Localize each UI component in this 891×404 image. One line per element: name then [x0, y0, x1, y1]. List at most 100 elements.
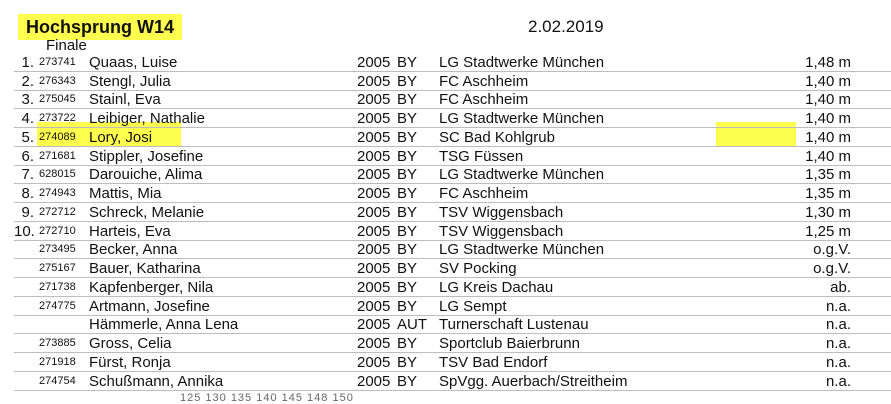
athlete-id-cell: 275167	[36, 258, 89, 278]
event-date: 2.02.2019	[528, 17, 604, 36]
state-cell: BY	[393, 53, 439, 72]
table-row: 4. 273722 Leibiger, Nathalie 2005 BY LG Stadt…	[14, 108, 891, 128]
birth-year-cell: 2005	[357, 277, 393, 297]
athlete-id-cell: 274089	[36, 127, 89, 147]
rank-cell: 3.	[14, 90, 36, 110]
table-row: 5. 274089 Lory, Josi 2005 BY SC Bad Kohlgrub 1…	[14, 127, 891, 147]
rank-cell	[14, 371, 36, 391]
birth-year-cell: 2005	[357, 371, 393, 391]
table-row: 3. 275045 Stainl, Eva 2005 BY FC Aschheim 1,40…	[14, 90, 891, 110]
athlete-id-cell: 272712	[36, 202, 89, 222]
state-cell: BY	[393, 258, 439, 278]
state-cell: BY	[393, 352, 439, 372]
rank-cell	[14, 277, 36, 297]
club-cell: LG Stadtwerke München	[439, 53, 729, 72]
athlete-id-cell: 274754	[36, 371, 89, 391]
state-cell: AUT	[393, 315, 439, 335]
rank-cell: 6.	[14, 146, 36, 166]
table-row: 9. 272712 Schreck, Melanie 2005 BY TSV Wiggen…	[14, 202, 891, 222]
birth-year-cell: 2005	[357, 202, 393, 222]
state-cell: BY	[393, 108, 439, 128]
athlete-name-cell: Becker, Anna	[89, 240, 357, 260]
rank-cell: 10.	[14, 221, 36, 241]
performance-cell: 1,40 m	[729, 108, 891, 128]
athlete-name-cell: Stengl, Julia	[89, 71, 357, 91]
state-cell: BY	[393, 371, 439, 391]
birth-year-cell: 2005	[357, 315, 393, 335]
state-cell: BY	[393, 90, 439, 110]
performance-cell: 1,40 m	[729, 146, 891, 166]
club-cell: TSV Wiggensbach	[439, 221, 729, 241]
table-row: 271918 Fürst, Ronja 2005 BY TSV Bad Endorf n.…	[14, 352, 891, 372]
athlete-name-cell: Quaas, Luise	[89, 53, 357, 72]
state-cell: BY	[393, 165, 439, 185]
table-row: 274775 Artmann, Josefine 2005 BY LG Sempt n.a…	[14, 296, 891, 316]
performance-cell: n.a.	[729, 315, 891, 335]
athlete-name-cell: Hämmerle, Anna Lena	[89, 315, 357, 335]
birth-year-cell: 2005	[357, 221, 393, 241]
performance-cell: n.a.	[729, 333, 891, 353]
club-cell: LG Kreis Dachau	[439, 277, 729, 297]
athlete-name-cell: Stainl, Eva	[89, 90, 357, 110]
state-cell: BY	[393, 277, 439, 297]
state-cell: BY	[393, 146, 439, 166]
event-title: Hochsprung W14	[18, 14, 183, 40]
performance-cell: 1,30 m	[729, 202, 891, 222]
performance-cell: 1,25 m	[729, 221, 891, 241]
table-row: 273885 Gross, Celia 2005 BY Sportclub Baierb…	[14, 333, 891, 353]
club-cell: FC Aschheim	[439, 71, 729, 91]
birth-year-cell: 2005	[357, 296, 393, 316]
table-row: 7. 628015 Darouiche, Alima 2005 BY LG Stadtwe…	[14, 165, 891, 185]
athlete-id-cell: 275045	[36, 90, 89, 110]
club-cell: SV Pocking	[439, 258, 729, 278]
athlete-id-cell: 273885	[36, 333, 89, 353]
birth-year-cell: 2005	[357, 352, 393, 372]
athlete-id-cell: 273495	[36, 240, 89, 260]
athlete-id-cell: 273741	[36, 53, 89, 72]
club-cell: LG Stadtwerke München	[439, 108, 729, 128]
club-cell: LG Sempt	[439, 296, 729, 316]
state-cell: BY	[393, 71, 439, 91]
performance-cell: n.a.	[729, 296, 891, 316]
table-row: 1. 273741 Quaas, Luise 2005 BY LG Stadtwerke …	[14, 53, 891, 72]
state-cell: BY	[393, 333, 439, 353]
athlete-name-cell: Gross, Celia	[89, 333, 357, 353]
performance-cell: 1,35 m	[729, 183, 891, 203]
performance-cell: o.g.V.	[729, 258, 891, 278]
birth-year-cell: 2005	[357, 71, 393, 91]
table-row: 275167 Bauer, Katharina 2005 BY SV Pocking o.…	[14, 258, 891, 278]
performance-cell: 1,40 m	[729, 90, 891, 110]
club-cell: FC Aschheim	[439, 183, 729, 203]
birth-year-cell: 2005	[357, 165, 393, 185]
attempt-heights-partial: 125 130 135 140 145 148 150	[180, 392, 354, 404]
rank-cell: 7.	[14, 165, 36, 185]
table-row: 271738 Kapfenberger, Nila 2005 BY LG Kreis D…	[14, 277, 891, 297]
rank-cell: 4.	[14, 108, 36, 128]
table-row: 8. 274943 Mattis, Mia 2005 BY FC Aschheim 1,35…	[14, 183, 891, 203]
birth-year-cell: 2005	[357, 146, 393, 166]
rank-cell: 2.	[14, 71, 36, 91]
performance-cell: n.a.	[729, 371, 891, 391]
birth-year-cell: 2005	[357, 127, 393, 147]
round-label: Finale	[46, 37, 87, 54]
athlete-name-cell: Schußmann, Annika	[89, 371, 357, 391]
performance-cell: n.a.	[729, 352, 891, 372]
club-cell: TSV Wiggensbach	[439, 202, 729, 222]
athlete-id-cell: 628015	[36, 165, 89, 185]
athlete-name-cell: Kapfenberger, Nila	[89, 277, 357, 297]
state-cell: BY	[393, 127, 439, 147]
athlete-name-cell: Harteis, Eva	[89, 221, 357, 241]
club-cell: LG Stadtwerke München	[439, 165, 729, 185]
performance-cell: 1,40 m	[729, 127, 891, 147]
club-cell: TSV Bad Endorf	[439, 352, 729, 372]
birth-year-cell: 2005	[357, 53, 393, 72]
table-row: 6. 271681 Stippler, Josefine 2005 BY TSG Füss…	[14, 146, 891, 166]
birth-year-cell: 2005	[357, 240, 393, 260]
athlete-id-cell: 274943	[36, 183, 89, 203]
rank-cell: 1.	[14, 53, 36, 72]
athlete-id-cell: 274775	[36, 296, 89, 316]
rank-cell	[14, 352, 36, 372]
club-cell: Turnerschaft Lustenau	[439, 315, 729, 335]
athlete-name-cell: Leibiger, Nathalie	[89, 108, 357, 128]
athlete-id-cell: 271681	[36, 146, 89, 166]
